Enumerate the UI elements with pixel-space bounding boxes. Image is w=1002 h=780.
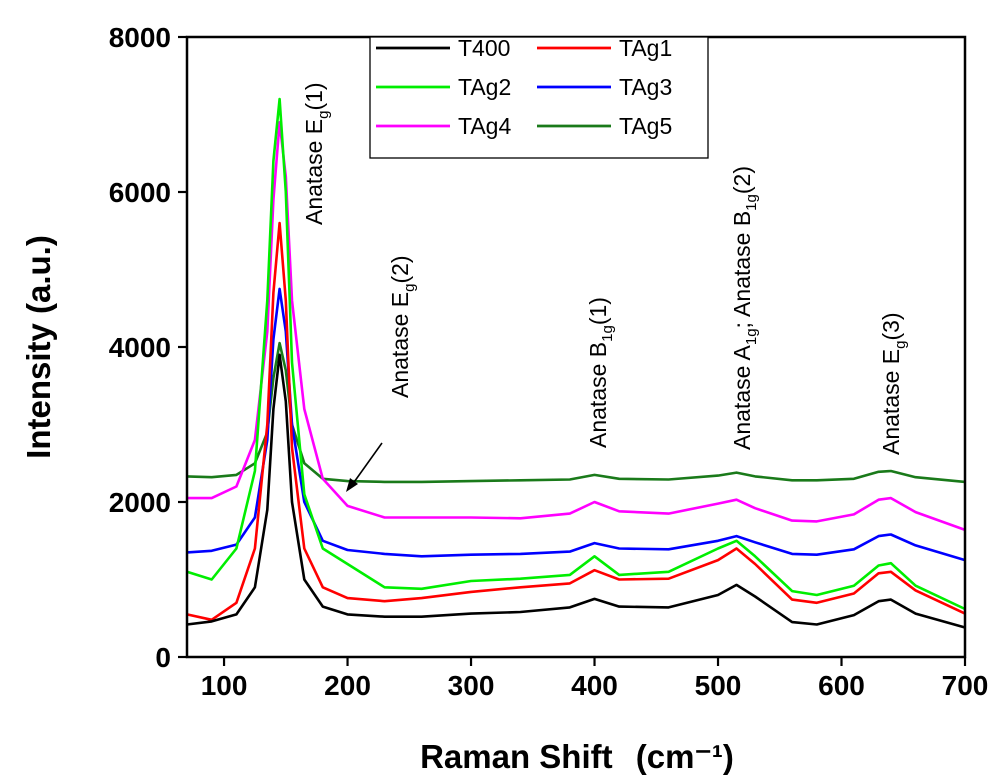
series-line-tag1 xyxy=(186,221,966,622)
annotation-b1g1: Anatase B1g(1) xyxy=(585,297,616,448)
annotation-arrow-line xyxy=(351,442,383,486)
legend-label-tag2: TAg2 xyxy=(458,74,511,100)
annotation-eg1-base: Anatase E xyxy=(301,119,327,225)
x-tick-label: 400 xyxy=(571,670,618,701)
annotation-a1g-tail: (2) xyxy=(729,166,755,194)
x-tick-label: 500 xyxy=(695,670,742,701)
annotation-b1g1-sub: 1g xyxy=(599,325,616,342)
y-tick-label: 6000 xyxy=(109,177,171,208)
annotation-b1g1-tail: (1) xyxy=(585,297,611,325)
legend: T400 TAg1 TAg2 TAg3 TAg4 TAg5 xyxy=(376,35,672,139)
annotation-eg3-base: Anatase E xyxy=(878,349,904,455)
x-tick-label: 100 xyxy=(201,670,248,701)
x-tick-label: 600 xyxy=(818,670,865,701)
series-line-tag4 xyxy=(187,121,966,532)
series-line-tag2 xyxy=(186,97,966,611)
x-tick-label: 300 xyxy=(448,670,495,701)
legend-label-tag5: TAg5 xyxy=(619,113,672,139)
x-axis-unit: (cm⁻¹) xyxy=(636,738,734,775)
legend-label-tag3: TAg3 xyxy=(619,74,672,100)
x-axis-title-text: Raman Shift xyxy=(420,738,613,775)
y-tick-label: 8000 xyxy=(109,22,171,53)
annotation-eg2-base: Anatase E xyxy=(387,292,413,398)
annotation-eg3-tail: (3) xyxy=(878,312,904,340)
annotation-eg3: Anatase Eg(3) xyxy=(878,312,909,455)
annotation-a1g-sub2: 1g xyxy=(743,194,760,211)
x-tick-label: 200 xyxy=(324,670,371,701)
legend-label-t400: T400 xyxy=(458,35,510,61)
series-lines xyxy=(186,97,966,629)
annotation-eg2: Anatase Eg(2) xyxy=(387,255,418,398)
series-line-tag5 xyxy=(186,341,966,484)
y-axis-title: Intensity (a.u.) xyxy=(20,235,57,459)
axis-ticks: 100 200 300 400 500 600 700 0 2000 4000 6000 8000 xyxy=(109,22,989,701)
annotation-eg1-tail: (1) xyxy=(301,82,327,110)
annotation-eg1-sub: g xyxy=(315,111,332,119)
legend-label-tag1: TAg1 xyxy=(619,35,672,61)
annotation-eg2-tail: (2) xyxy=(387,255,413,283)
annotation-a1g-base: Anatase A xyxy=(729,344,755,450)
y-tick-label: 2000 xyxy=(109,487,171,518)
x-axis-title: Raman Shift (cm⁻¹) xyxy=(420,738,734,775)
series-line-tag3 xyxy=(186,287,966,562)
legend-label-tag4: TAg4 xyxy=(458,113,511,139)
series-line-t400 xyxy=(186,353,966,629)
legend-box xyxy=(369,36,709,159)
annotation-eg2-sub: g xyxy=(401,284,418,292)
y-tick-label: 0 xyxy=(155,642,171,673)
x-tick-label: 700 xyxy=(942,670,989,701)
annotation-eg1: Anatase Eg(1) xyxy=(301,82,332,225)
annotation-arrow-head xyxy=(346,478,358,492)
y-tick-label: 4000 xyxy=(109,332,171,363)
annotation-a1g-mid: ; Anatase B xyxy=(729,211,755,329)
annotation-b1g1-base: Anatase B xyxy=(585,342,611,448)
annotation-eg3-sub: g xyxy=(892,341,909,349)
annotation-a1g: Anatase A1g; Anatase B1g(2) xyxy=(729,166,760,450)
annotation-a1g-sub: 1g xyxy=(743,328,760,345)
